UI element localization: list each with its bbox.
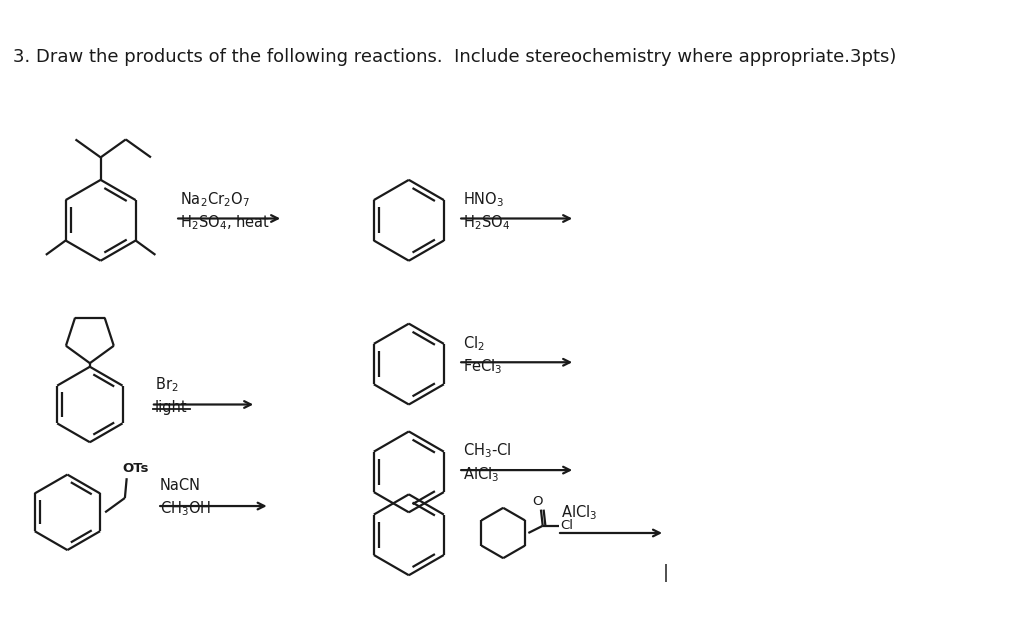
Text: Br$_2$: Br$_2$	[155, 375, 178, 394]
Text: light: light	[155, 400, 187, 415]
Text: FeCl$_3$: FeCl$_3$	[463, 357, 502, 376]
Text: H$_2$SO$_4$: H$_2$SO$_4$	[463, 214, 510, 232]
Text: Cl$_2$: Cl$_2$	[463, 334, 484, 353]
Text: |: |	[664, 564, 669, 581]
Text: Na$_2$Cr$_2$O$_7$: Na$_2$Cr$_2$O$_7$	[179, 190, 250, 209]
Text: OTs: OTs	[122, 462, 148, 475]
Text: AlCl$_3$: AlCl$_3$	[561, 504, 597, 523]
Text: H$_2$SO$_4$, heat: H$_2$SO$_4$, heat	[179, 214, 269, 232]
Text: AlCl$_3$: AlCl$_3$	[463, 465, 499, 484]
Text: 3. Draw the products of the following reactions.  Include stereochemistry where : 3. Draw the products of the following re…	[13, 48, 897, 66]
Text: CH$_3$OH: CH$_3$OH	[160, 499, 211, 518]
Text: O: O	[532, 495, 543, 508]
Text: NaCN: NaCN	[160, 478, 201, 493]
Text: HNO$_3$: HNO$_3$	[463, 190, 504, 209]
Text: Cl: Cl	[560, 520, 572, 532]
Text: CH$_3$-Cl: CH$_3$-Cl	[463, 442, 511, 460]
